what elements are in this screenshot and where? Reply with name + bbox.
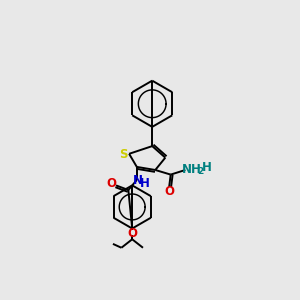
Text: N: N: [134, 174, 143, 187]
Text: H: H: [140, 177, 149, 190]
Text: S: S: [119, 148, 128, 161]
Text: H: H: [202, 161, 212, 174]
Text: O: O: [127, 227, 137, 240]
Text: 2: 2: [198, 167, 204, 176]
Text: O: O: [164, 185, 174, 198]
Text: O: O: [106, 177, 116, 190]
Text: NH: NH: [182, 163, 202, 176]
